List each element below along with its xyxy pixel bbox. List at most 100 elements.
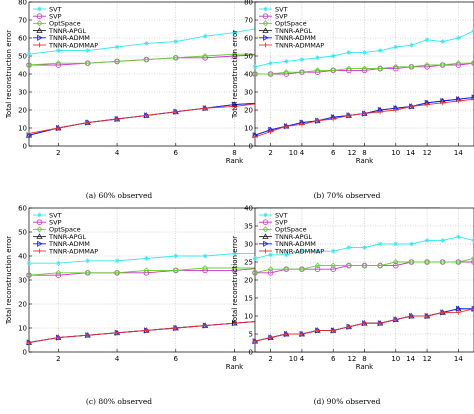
data-point bbox=[267, 71, 274, 77]
data-point bbox=[314, 266, 321, 273]
legend-marker bbox=[36, 219, 43, 226]
data-point bbox=[26, 62, 32, 68]
data-point bbox=[299, 122, 305, 127]
data-point bbox=[202, 323, 208, 328]
data-point bbox=[143, 267, 150, 274]
data-point bbox=[409, 241, 414, 247]
x-tick-label: 12 bbox=[423, 149, 432, 157]
data-point bbox=[26, 340, 32, 345]
x-axis-label: Rank bbox=[226, 363, 244, 371]
panel-caption: (c) 80% observed bbox=[86, 397, 152, 406]
data-point bbox=[202, 33, 208, 39]
data-point bbox=[455, 62, 462, 68]
legend-marker bbox=[263, 248, 268, 254]
legend-label: SVP bbox=[275, 219, 288, 227]
legend-marker bbox=[37, 34, 43, 41]
data-point bbox=[268, 335, 274, 340]
data-point bbox=[361, 262, 368, 269]
y-tick-label: 70 bbox=[244, 17, 253, 25]
x-tick-label: 14 bbox=[406, 355, 415, 363]
data-point bbox=[231, 265, 238, 271]
data-point bbox=[55, 62, 62, 68]
y-tick-label: 60 bbox=[18, 205, 27, 213]
data-point bbox=[85, 258, 91, 264]
data-point bbox=[346, 245, 352, 250]
y-tick-label: 80 bbox=[18, 0, 27, 7]
data-point bbox=[252, 134, 258, 140]
legend-label: TNNR-ADMMAP bbox=[274, 247, 324, 255]
y-tick-label: 70 bbox=[18, 17, 27, 25]
data-point bbox=[173, 109, 179, 115]
x-axis-label: Rank bbox=[226, 157, 244, 165]
legend-label: TNNR-APGL bbox=[48, 27, 87, 35]
y-axis-label: Total reconstruction error bbox=[231, 30, 239, 119]
y-tick-label: 20 bbox=[244, 107, 253, 115]
data-point bbox=[408, 63, 415, 70]
data-point bbox=[424, 102, 430, 107]
data-point bbox=[440, 100, 446, 106]
y-tick-label: 60 bbox=[18, 35, 27, 43]
series-optspace bbox=[252, 255, 474, 276]
legend-label: TNNR-ADMMAP bbox=[274, 41, 324, 49]
data-point bbox=[114, 58, 121, 65]
data-point bbox=[114, 116, 120, 122]
data-point bbox=[455, 98, 461, 104]
data-point bbox=[408, 259, 415, 265]
y-tick-label: 10 bbox=[18, 325, 27, 333]
data-point bbox=[144, 328, 149, 333]
data-point bbox=[268, 129, 274, 134]
data-point bbox=[409, 42, 414, 48]
y-tick-label: 15 bbox=[244, 295, 253, 303]
y-tick-label: 30 bbox=[244, 241, 253, 249]
legend-marker bbox=[36, 20, 43, 27]
data-point bbox=[315, 248, 320, 254]
x-tick-label: 14 bbox=[454, 355, 463, 363]
y-axis-label: Total reconstruction error bbox=[5, 30, 13, 119]
data-point bbox=[283, 266, 290, 273]
data-point bbox=[232, 320, 237, 326]
x-tick-label: 2 bbox=[56, 355, 60, 363]
data-point bbox=[392, 65, 399, 72]
data-point bbox=[299, 331, 305, 337]
data-point bbox=[362, 245, 367, 250]
data-point bbox=[471, 60, 474, 67]
data-point bbox=[143, 56, 150, 63]
x-tick-label: 10 bbox=[289, 355, 298, 363]
legend-marker bbox=[36, 233, 43, 239]
x-tick-label: 2 bbox=[56, 149, 60, 157]
data-point bbox=[268, 252, 274, 258]
data-point bbox=[299, 248, 305, 254]
data-point bbox=[231, 51, 238, 58]
legend: SVTSVPOptSpaceTNNR-APGLTNNR-ADMMTNNR-ADM… bbox=[259, 5, 324, 49]
legend-marker bbox=[262, 219, 269, 226]
data-point bbox=[144, 256, 149, 261]
data-point bbox=[377, 48, 383, 53]
x-tick-label: 6 bbox=[174, 149, 179, 157]
y-tick-label: 10 bbox=[244, 125, 253, 133]
data-point bbox=[440, 238, 446, 243]
data-point bbox=[439, 259, 446, 265]
y-tick-label: 10 bbox=[18, 125, 27, 133]
data-point bbox=[424, 64, 430, 70]
data-point bbox=[144, 41, 149, 46]
series-line bbox=[255, 62, 474, 75]
legend-marker bbox=[36, 226, 43, 233]
legend-label: OptSpace bbox=[275, 226, 307, 234]
data-point bbox=[173, 253, 179, 259]
data-point bbox=[144, 113, 149, 118]
data-point bbox=[455, 310, 461, 315]
data-point bbox=[252, 256, 258, 261]
x-tick-label: 10 bbox=[391, 149, 400, 157]
x-axis-label: Rank bbox=[356, 157, 374, 165]
x-tick-label: 4 bbox=[115, 355, 120, 363]
chart-panel-2: 0 10 20 30 40 50 60 70 80 2 4 6 8 10 12 14 Rank Total rec… bbox=[231, 0, 474, 200]
data-point bbox=[202, 253, 208, 259]
x-tick-label: 6 bbox=[331, 149, 336, 157]
data-point bbox=[424, 62, 431, 68]
data-point bbox=[314, 69, 321, 75]
data-point bbox=[114, 330, 120, 336]
y-tick-label: 30 bbox=[244, 89, 253, 97]
y-tick-label: 20 bbox=[18, 301, 27, 309]
y-tick-label: 20 bbox=[244, 277, 253, 285]
